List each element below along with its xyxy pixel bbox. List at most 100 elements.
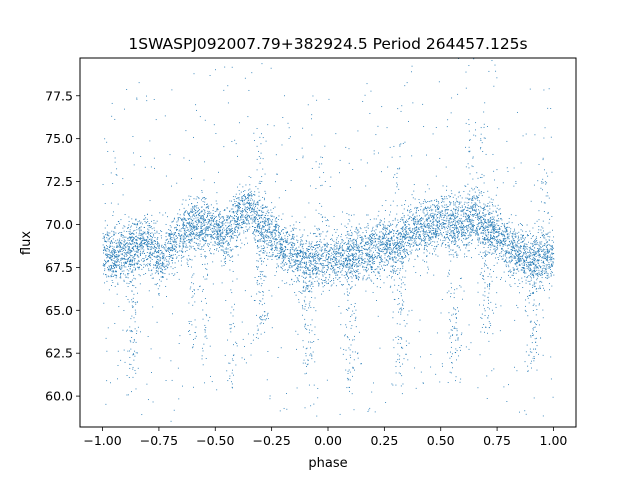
data-point [454, 222, 456, 224]
data-point [327, 266, 329, 268]
data-point [222, 228, 224, 230]
data-point [548, 251, 550, 253]
data-point [519, 253, 521, 255]
data-point [512, 242, 514, 244]
data-point [119, 249, 121, 251]
data-point [199, 218, 201, 220]
data-point [178, 278, 180, 280]
data-point [457, 222, 459, 224]
data-point [405, 224, 406, 225]
data-point [223, 258, 225, 260]
data-point [300, 241, 301, 243]
data-point [331, 248, 333, 249]
data-point [180, 250, 182, 252]
data-point [437, 227, 439, 228]
data-point [225, 256, 227, 258]
data-point [122, 247, 124, 249]
data-point [538, 249, 539, 251]
data-point [322, 231, 324, 233]
data-point [304, 252, 306, 254]
data-point [527, 264, 529, 266]
data-point [450, 215, 452, 216]
data-point [358, 245, 360, 247]
data-point [196, 219, 198, 221]
data-point [336, 266, 338, 268]
data-point [293, 271, 295, 273]
data-point [278, 227, 280, 229]
data-point [333, 278, 334, 280]
data-point [157, 273, 159, 275]
data-point [385, 252, 387, 254]
data-point [172, 254, 174, 256]
data-point [312, 267, 313, 269]
data-point [435, 199, 437, 201]
data-point [313, 273, 315, 275]
data-point [146, 244, 148, 246]
data-point [502, 243, 504, 245]
data-point [380, 261, 382, 263]
data-point [180, 219, 182, 220]
data-point [527, 252, 529, 254]
data-point [409, 216, 411, 217]
data-point [119, 250, 121, 252]
data-point [230, 216, 232, 217]
data-point [263, 226, 265, 228]
data-point [402, 230, 403, 232]
data-point [492, 229, 494, 230]
data-point [267, 258, 269, 260]
data-point [374, 241, 376, 243]
data-point [350, 229, 352, 231]
data-point [279, 232, 281, 233]
data-point [401, 250, 403, 252]
data-point [271, 247, 273, 249]
data-point [233, 217, 234, 219]
data-point [309, 258, 311, 260]
data-point [508, 244, 510, 246]
data-point [441, 226, 443, 228]
data-point [340, 243, 342, 245]
data-point [197, 210, 199, 212]
data-point [457, 215, 459, 217]
data-point [185, 219, 187, 221]
data-point [395, 257, 397, 259]
data-point [444, 236, 445, 238]
data-point [440, 245, 442, 247]
data-point [369, 234, 371, 236]
data-point [223, 265, 225, 266]
data-point [247, 215, 249, 217]
data-point [268, 224, 270, 226]
data-point [204, 235, 206, 237]
data-point [314, 233, 316, 234]
data-point [366, 214, 368, 216]
data-point [190, 233, 192, 235]
data-point [299, 243, 301, 245]
data-point [508, 226, 510, 228]
data-point [124, 258, 125, 259]
data-point [526, 265, 528, 267]
data-point [190, 218, 192, 220]
data-point [213, 231, 215, 233]
data-point [434, 231, 436, 233]
data-point [345, 266, 347, 268]
data-point [487, 241, 489, 243]
data-point [491, 252, 493, 254]
data-point [283, 257, 285, 259]
data-point [429, 237, 431, 239]
data-point [386, 228, 388, 230]
data-point [138, 259, 140, 261]
data-point [365, 243, 367, 245]
data-point [395, 258, 397, 260]
data-point [202, 215, 204, 217]
data-point [109, 241, 111, 243]
data-point [324, 244, 326, 246]
data-point [224, 248, 226, 250]
data-point [201, 218, 203, 220]
data-point [160, 280, 162, 282]
data-point [448, 219, 450, 221]
data-point [368, 259, 370, 261]
data-point [351, 248, 353, 250]
data-point [367, 224, 369, 226]
data-point [305, 273, 307, 274]
data-point [199, 240, 201, 242]
data-point [550, 274, 552, 276]
